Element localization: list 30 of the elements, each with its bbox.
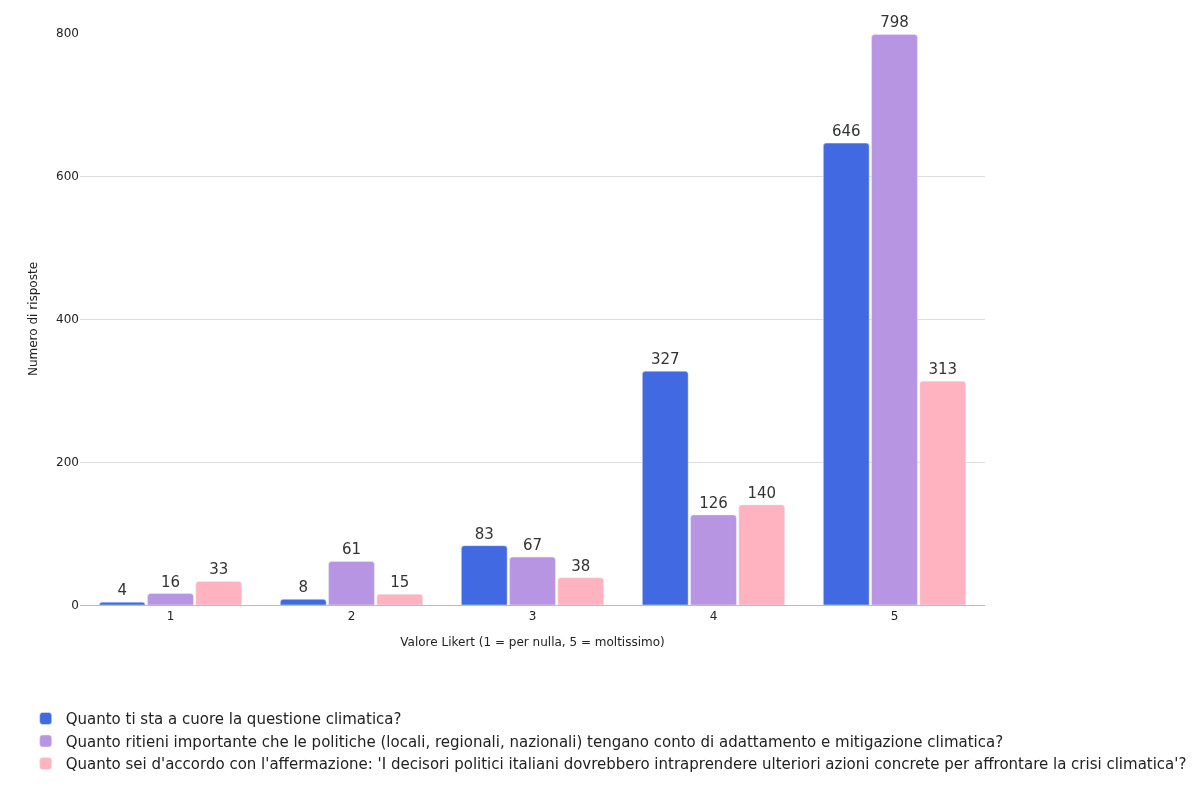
x-tick-label: 4 (709, 609, 718, 624)
y-tick-label: 0 (71, 598, 79, 613)
y-tick-label: 400 (56, 312, 79, 327)
data-label: 140 (747, 483, 777, 502)
data-label: 16 (160, 572, 181, 591)
legend-label: Quanto sei d'accordo con l'affermazione: 'I decisori politici italiani dovrebbero intraprendere ulteriori azioni concrete per affrontare la crisi climatica'? (65, 755, 1187, 774)
y-tick-label: 800 (56, 26, 79, 41)
x-tick-label: 3 (528, 609, 537, 624)
x-axis-title: Valore Likert (1 = per nulla, 5 = moltissimo) (400, 635, 665, 650)
x-tick-label: 1 (166, 609, 175, 624)
data-label: 38 (571, 556, 591, 575)
data-label: 646 (831, 122, 861, 141)
y-axis-title: Numero di risposte (26, 261, 41, 377)
legend-label: Quanto ti sta a cuore la questione climatica? (65, 710, 402, 729)
data-label: 8 (298, 578, 309, 597)
data-label: 61 (341, 540, 362, 559)
data-label: 798 (880, 13, 909, 32)
data-label: 15 (390, 573, 410, 592)
legend-label: Quanto ritieni importante che le politiche (locali, regionali, nazionali) tengano conto di adattamento e mitigazione climatica? (65, 732, 1004, 751)
x-tick-label: 5 (890, 609, 899, 624)
data-label: 327 (650, 350, 680, 369)
data-label: 313 (928, 360, 958, 379)
data-label: 126 (699, 493, 728, 512)
data-label: 83 (474, 524, 494, 543)
y-tick-label: 600 (56, 169, 79, 184)
data-label: 67 (522, 536, 543, 555)
data-label: 33 (209, 560, 229, 579)
data-label: 4 (117, 581, 128, 600)
y-tick-label: 200 (56, 455, 79, 470)
x-tick-label: 2 (347, 609, 356, 624)
